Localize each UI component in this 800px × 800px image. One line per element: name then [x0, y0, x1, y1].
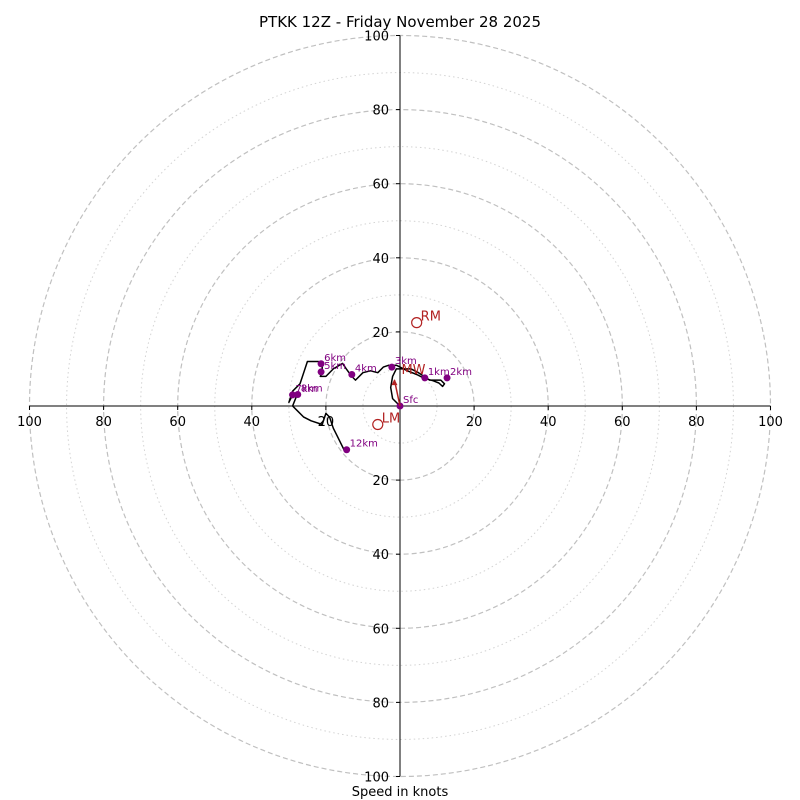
y-tick-label: 60 [372, 622, 389, 637]
storm-motion-label: RM [421, 310, 441, 325]
y-tick-label: 40 [372, 252, 389, 267]
height-label: 12km [350, 439, 378, 450]
storm-motion-label: LM [382, 412, 400, 427]
storm-motion-marker [372, 418, 384, 431]
height-marker [343, 446, 351, 454]
y-tick-label: 80 [372, 696, 389, 711]
x-tick-label: 80 [95, 415, 112, 430]
y-tick-label: 100 [364, 771, 389, 786]
height-label: 3km [395, 356, 417, 367]
height-marker [289, 391, 297, 399]
y-tick-label: 80 [372, 104, 389, 119]
x-tick-label: 60 [614, 415, 631, 430]
height-label: Sfc [403, 395, 418, 406]
height-marker [421, 374, 429, 382]
y-tick-label: 100 [364, 30, 389, 45]
x-tick-label: 100 [17, 415, 42, 430]
height-marker [388, 363, 396, 371]
height-label: 8km [301, 384, 323, 395]
x-tick-label: 80 [688, 415, 705, 430]
y-tick-label: 20 [372, 474, 389, 489]
x-axis-label: Speed in knots [352, 785, 449, 800]
height-label: 2km [450, 367, 472, 378]
height-label: 6km [324, 353, 346, 364]
x-tick-label: 20 [466, 415, 483, 430]
mean-wind-arrowhead [391, 379, 398, 386]
hodograph-trace [288, 360, 446, 451]
height-label: 7km [296, 384, 318, 395]
chart-title: PTKK 12Z - Friday November 28 2025 [259, 13, 541, 31]
y-tick-label: 40 [372, 548, 389, 563]
y-tick-label: 60 [372, 178, 389, 193]
height-marker [443, 374, 451, 382]
height-marker [317, 360, 325, 368]
height-marker [317, 368, 325, 376]
x-tick-label: 40 [540, 415, 557, 430]
hodograph-line [288, 360, 446, 451]
height-label: 1km [428, 367, 450, 378]
storm-motion-marker [411, 317, 423, 329]
x-tick-label: 60 [169, 415, 186, 430]
height-label: 4km [355, 364, 377, 375]
storm-motions: RM LM MW [372, 310, 441, 431]
x-tick-label: 40 [244, 415, 261, 430]
mean-wind-label: MW [401, 363, 425, 378]
height-marker [294, 391, 302, 399]
height-label: 5km [324, 361, 346, 372]
y-tick-label: 20 [372, 326, 389, 341]
x-tick-label: 100 [758, 415, 783, 430]
height-marker [348, 371, 356, 379]
